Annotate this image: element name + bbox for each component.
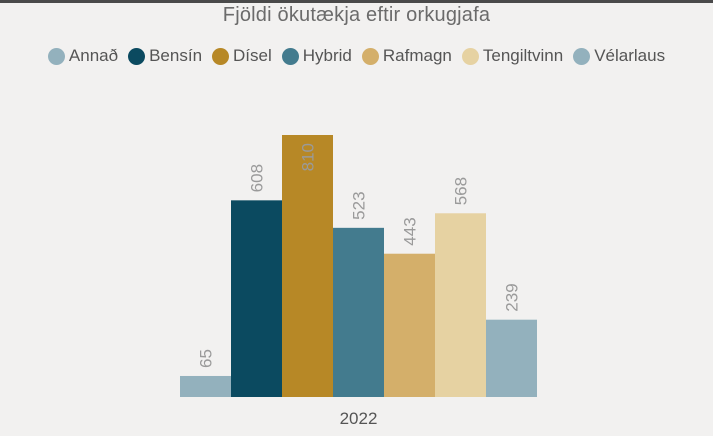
- x-tick-label: 2022: [340, 409, 378, 428]
- data-label-annað: 65: [197, 349, 216, 368]
- legend-item-tengiltvinn[interactable]: Tengiltvinn: [461, 46, 564, 66]
- legend-label: Dísel: [233, 46, 272, 65]
- data-label-hybrid: 523: [350, 191, 369, 219]
- bar-hybrid[interactable]: [333, 227, 384, 397]
- legend-label: Annað: [68, 46, 119, 65]
- bar-bensín[interactable]: [231, 200, 282, 397]
- bar-dísel[interactable]: [282, 135, 333, 397]
- data-label-tengiltvinn: 568: [452, 177, 471, 205]
- legend-label: Tengiltvinn: [482, 46, 564, 65]
- legend-label: Vélarlaus: [594, 46, 666, 65]
- legend-swatch: [361, 47, 379, 65]
- legend-item-vélarlaus[interactable]: Vélarlaus: [573, 46, 665, 66]
- bar-tengiltvinn[interactable]: [435, 213, 486, 397]
- legend-item-hybrid[interactable]: Hybrid: [281, 46, 352, 66]
- legend-swatch: [573, 47, 591, 65]
- legend-label: Bensín: [149, 46, 203, 65]
- chart-legend: Annað Bensín Dísel Hybrid Rafmagn Tengiltvinn…: [0, 46, 713, 66]
- legend-swatch: [212, 47, 230, 65]
- bar-vélarlaus[interactable]: [486, 319, 537, 397]
- data-label-bensín: 608: [248, 164, 267, 192]
- chart-title: Fjöldi ökutækja eftir orkugjafa: [222, 4, 491, 26]
- legend-item-bensín[interactable]: Bensín: [128, 46, 202, 66]
- legend-swatch: [128, 47, 146, 65]
- legend-label: Rafmagn: [382, 46, 452, 65]
- legend-swatch: [47, 47, 65, 65]
- legend-swatch: [281, 47, 299, 65]
- data-label-rafmagn: 443: [401, 217, 420, 245]
- data-label-dísel: 810: [299, 143, 318, 171]
- legend-label: Hybrid: [302, 46, 352, 65]
- legend-item-annað[interactable]: Annað: [47, 46, 119, 66]
- top-border: [0, 0, 713, 3]
- legend-swatch: [461, 47, 479, 65]
- data-label-vélarlaus: 239: [503, 283, 522, 311]
- bar-rafmagn[interactable]: [384, 253, 435, 397]
- legend-item-rafmagn[interactable]: Rafmagn: [361, 46, 452, 66]
- bar-annað[interactable]: [180, 375, 231, 397]
- legend-item-dísel[interactable]: Dísel: [212, 46, 272, 66]
